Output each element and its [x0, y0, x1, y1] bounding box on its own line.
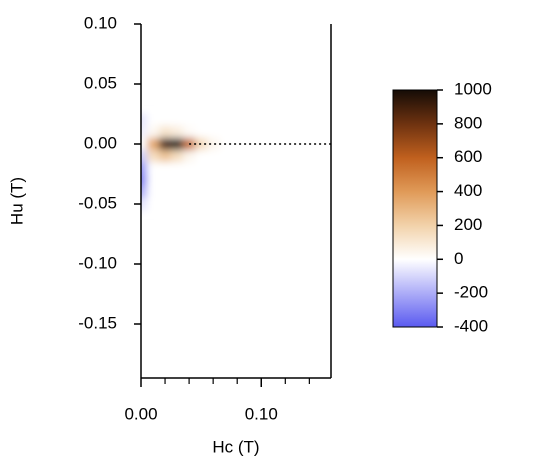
- heat-cell: [183, 126, 196, 139]
- heat-cell: [171, 162, 184, 175]
- heat-cell: [159, 174, 172, 187]
- heat-cell: [195, 186, 208, 199]
- heat-cell: [147, 138, 160, 151]
- heat-cell: [147, 186, 160, 199]
- heat-cell: [147, 162, 160, 175]
- heat-cell: [207, 150, 220, 163]
- heat-cell: [141, 114, 148, 127]
- heat-cell: [207, 198, 220, 211]
- heat-cell: [141, 186, 148, 199]
- colorbar-tick-label: 200: [454, 215, 482, 234]
- heat-cell: [183, 162, 196, 175]
- heat-cell: [159, 114, 172, 127]
- heat-cell: [183, 174, 196, 187]
- heat-cell: [171, 114, 184, 127]
- heat-cell: [207, 126, 220, 139]
- heat-cell: [141, 126, 148, 139]
- heatmap: [141, 114, 220, 211]
- heat-cell: [207, 186, 220, 199]
- heat-cell: [159, 186, 172, 199]
- heat-cell: [207, 138, 220, 151]
- heat-cell: [147, 114, 160, 127]
- heat-cell: [195, 198, 208, 211]
- heat-cell: [171, 138, 184, 151]
- y-tick-label: -0.10: [78, 253, 117, 272]
- heat-cell: [141, 174, 148, 187]
- y-tick-label: -0.05: [78, 193, 117, 212]
- y-tick-label: 0.00: [84, 133, 117, 152]
- heat-cell: [183, 198, 196, 211]
- heat-cell: [159, 138, 172, 151]
- heat-cell: [171, 186, 184, 199]
- heat-cell: [207, 114, 220, 127]
- heat-cell: [147, 198, 160, 211]
- heat-cell: [195, 126, 208, 139]
- y-tick-label: 0.05: [84, 73, 117, 92]
- y-tick-label: 0.10: [84, 13, 117, 32]
- heat-cell: [195, 162, 208, 175]
- colorbar-tick-label: 400: [454, 181, 482, 200]
- heat-cell: [147, 150, 160, 163]
- heat-cell: [183, 114, 196, 127]
- y-axis-label: Hu (T): [7, 177, 26, 225]
- x-axis-label: Hc (T): [212, 437, 259, 456]
- heat-cell: [159, 198, 172, 211]
- heat-cell: [207, 162, 220, 175]
- colorbar: [392, 89, 438, 328]
- heat-cell: [195, 114, 208, 127]
- heat-cell: [159, 126, 172, 139]
- heat-cell: [171, 150, 184, 163]
- heat-cell: [171, 126, 184, 139]
- heat-cell: [171, 174, 184, 187]
- heat-cell: [195, 138, 208, 151]
- heat-cell: [147, 174, 160, 187]
- heat-cell: [141, 162, 148, 175]
- colorbar-tick-label: 800: [454, 113, 482, 132]
- colorbar-tick-label: 1000: [454, 79, 492, 98]
- colorbar-tick-label: -400: [454, 316, 488, 335]
- x-tick-label: 0.00: [124, 404, 157, 423]
- colorbar-tick-label: 0: [454, 249, 463, 268]
- heat-cell: [141, 198, 148, 211]
- x-tick-label: 0.10: [245, 404, 278, 423]
- heat-cell: [147, 126, 160, 139]
- heat-cell: [207, 174, 220, 187]
- heat-cell: [183, 150, 196, 163]
- heat-cell: [141, 150, 148, 163]
- y-tick-label: -0.15: [78, 313, 117, 332]
- heat-cell: [195, 150, 208, 163]
- heat-cell: [171, 198, 184, 211]
- heat-cell: [183, 186, 196, 199]
- colorbar-tick-label: 600: [454, 147, 482, 166]
- heat-cell: [195, 174, 208, 187]
- heat-cell: [159, 150, 172, 163]
- heat-cell: [141, 138, 148, 151]
- colorbar-tick-label: -200: [454, 283, 488, 302]
- heat-cell: [159, 162, 172, 175]
